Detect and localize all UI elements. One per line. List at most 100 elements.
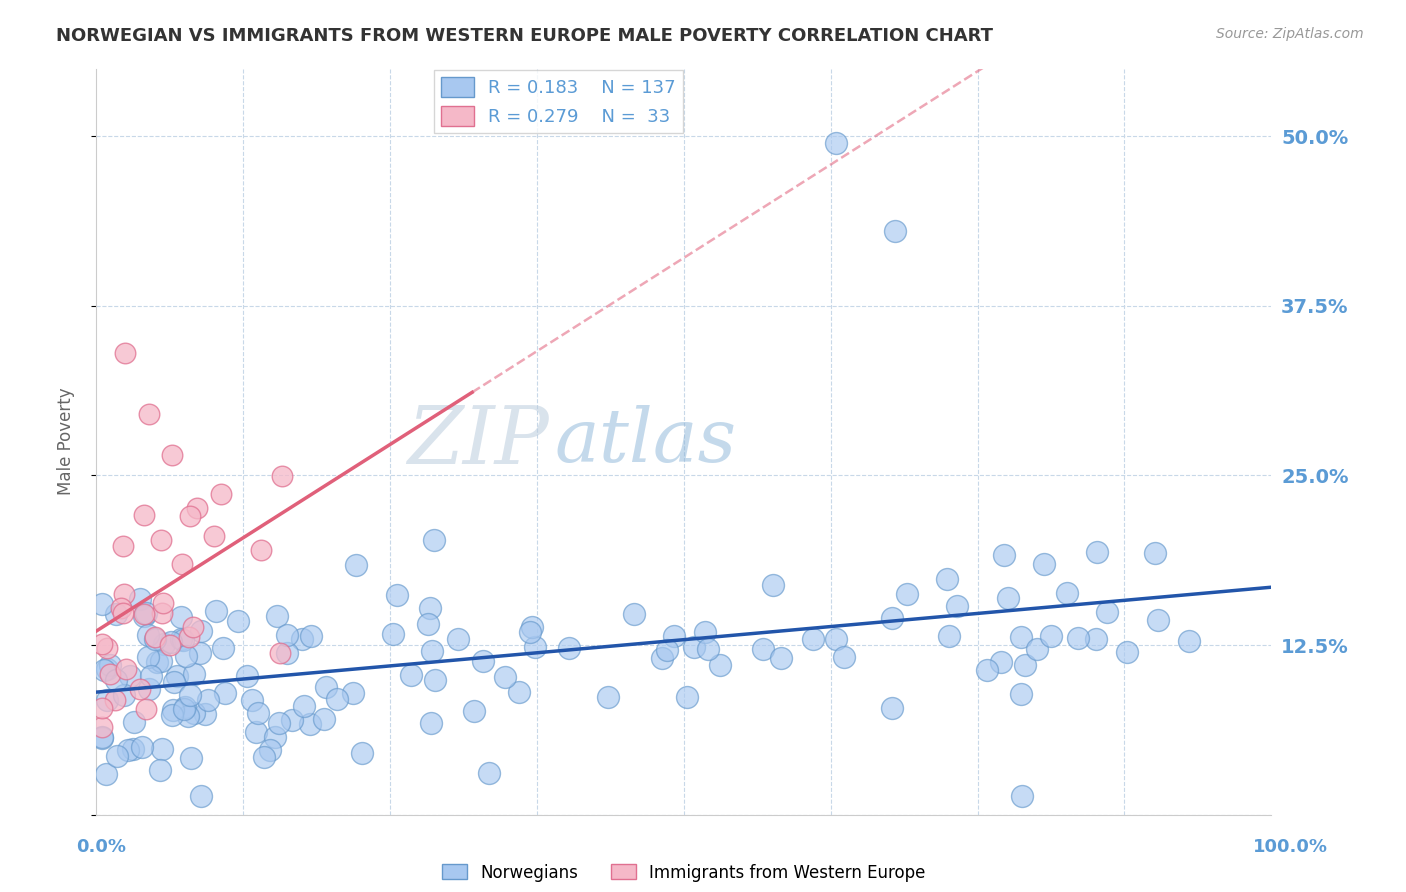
Point	[138, 408, 160, 422]
Point	[236, 668, 259, 682]
Point	[253, 749, 276, 764]
Point	[180, 750, 202, 764]
Point	[676, 690, 699, 704]
Point	[269, 646, 291, 660]
Point	[463, 704, 485, 718]
Point	[651, 651, 673, 665]
Point	[267, 715, 290, 730]
Point	[314, 712, 336, 726]
Point	[1147, 613, 1170, 627]
Point	[141, 669, 163, 683]
Point	[1116, 645, 1139, 659]
Point	[416, 617, 439, 632]
Point	[762, 578, 785, 592]
Point	[112, 688, 135, 702]
Point	[129, 682, 152, 697]
Point	[143, 630, 166, 644]
Point	[315, 680, 337, 694]
Point	[423, 673, 446, 687]
Point	[90, 637, 112, 651]
Point	[170, 632, 193, 647]
Point	[1025, 642, 1047, 657]
Point	[385, 588, 408, 602]
Point	[880, 610, 903, 624]
Point	[352, 746, 374, 760]
Point	[997, 591, 1019, 605]
Point	[163, 675, 186, 690]
Point	[1085, 545, 1108, 559]
Point	[96, 640, 118, 655]
Point	[657, 643, 679, 657]
Point	[420, 644, 443, 658]
Point	[179, 688, 201, 702]
Point	[299, 629, 322, 643]
Point	[90, 730, 112, 744]
Y-axis label: Male Poverty: Male Poverty	[58, 388, 75, 495]
Point	[138, 681, 160, 696]
Point	[98, 666, 121, 681]
Point	[291, 632, 314, 647]
Point	[770, 650, 793, 665]
Point	[519, 625, 541, 640]
Point	[494, 670, 516, 684]
Point	[880, 701, 903, 715]
Point	[259, 743, 281, 757]
Point	[194, 707, 217, 722]
Point	[801, 632, 824, 646]
Point	[696, 642, 718, 657]
Point	[96, 693, 118, 707]
Point	[508, 685, 530, 699]
Point	[682, 640, 704, 654]
Point	[110, 600, 132, 615]
Point	[93, 663, 115, 677]
Point	[1014, 657, 1036, 672]
Point	[990, 655, 1012, 669]
Point	[197, 693, 219, 707]
Point	[247, 706, 270, 720]
Point	[472, 654, 495, 668]
Point	[104, 673, 127, 687]
Point	[117, 743, 139, 757]
Point	[423, 533, 446, 548]
Point	[292, 698, 315, 713]
Point	[281, 714, 304, 728]
Point	[214, 686, 236, 700]
Point	[152, 596, 174, 610]
Point	[240, 693, 263, 707]
Point	[664, 629, 686, 643]
Point	[1010, 630, 1032, 644]
Point	[131, 739, 153, 754]
Text: NORWEGIAN VS IMMIGRANTS FROM WESTERN EUROPE MALE POVERTY CORRELATION CHART: NORWEGIAN VS IMMIGRANTS FROM WESTERN EUR…	[56, 27, 993, 45]
Point	[132, 607, 155, 621]
Point	[176, 709, 198, 723]
Point	[825, 136, 848, 150]
Point	[190, 789, 212, 804]
Point	[162, 703, 184, 717]
Point	[935, 572, 957, 586]
Point	[152, 637, 174, 651]
Point	[938, 629, 960, 643]
Text: Source: ZipAtlas.com: Source: ZipAtlas.com	[1216, 27, 1364, 41]
Text: ZIP: ZIP	[406, 403, 548, 480]
Point	[695, 625, 717, 640]
Point	[190, 646, 212, 660]
Point	[122, 715, 145, 730]
Point	[1178, 633, 1201, 648]
Point	[276, 628, 298, 642]
Text: 0.0%: 0.0%	[76, 838, 127, 855]
Point	[172, 558, 194, 572]
Point	[135, 606, 157, 620]
Point	[129, 591, 152, 606]
Point	[111, 539, 134, 553]
Point	[181, 620, 204, 634]
Text: 100.0%: 100.0%	[1253, 838, 1329, 855]
Point	[523, 640, 546, 655]
Point	[276, 646, 298, 660]
Point	[752, 642, 775, 657]
Point	[399, 667, 422, 681]
Point	[160, 635, 183, 649]
Point	[825, 632, 848, 647]
Point	[1144, 546, 1167, 560]
Point	[202, 529, 225, 543]
Point	[226, 615, 249, 629]
